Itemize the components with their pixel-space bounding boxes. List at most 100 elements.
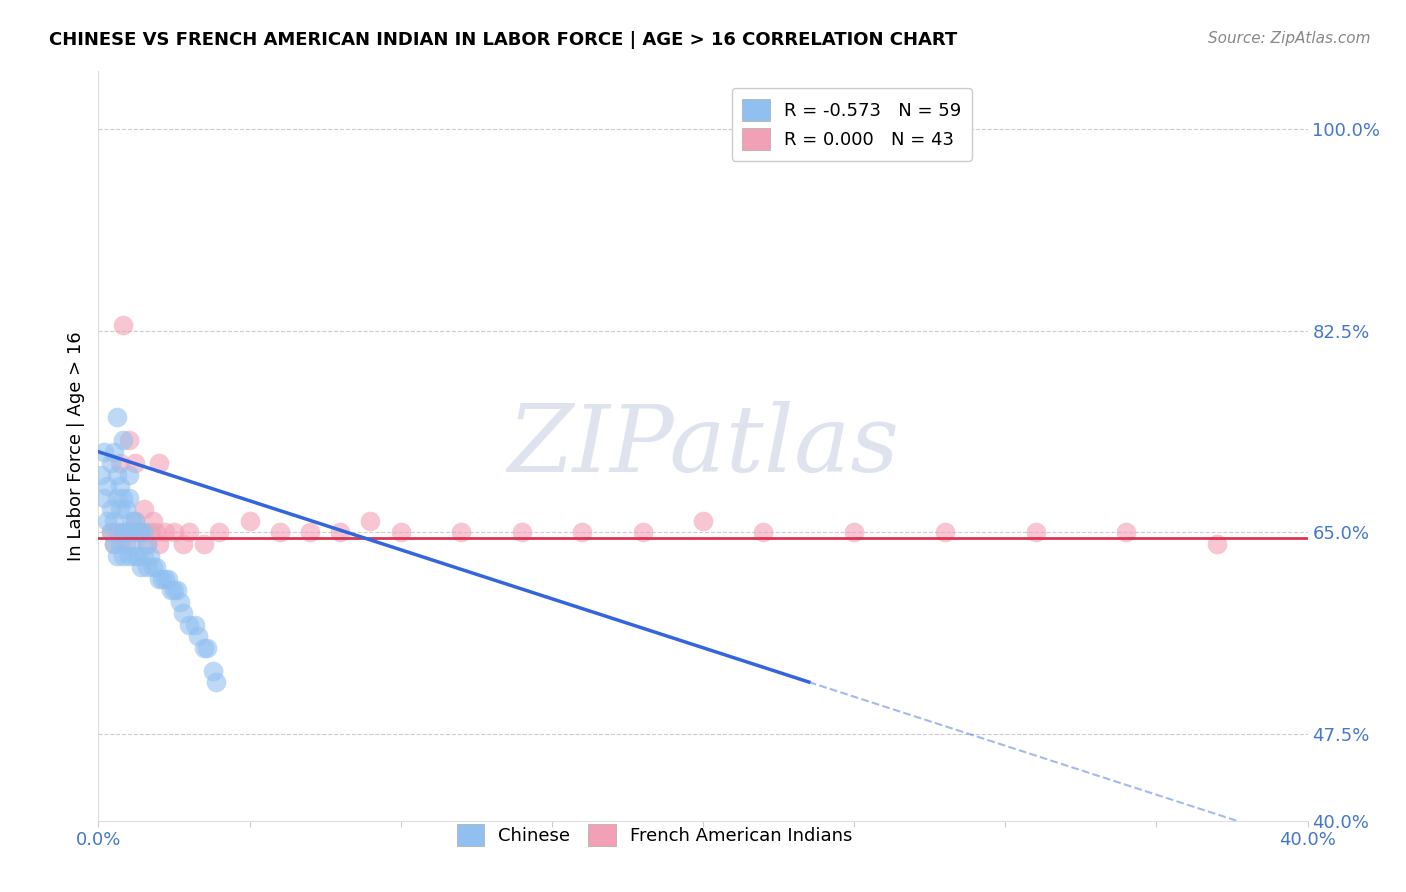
French American Indians [163, 525, 186, 540]
Chinese [93, 444, 115, 458]
Chinese [135, 560, 157, 574]
Chinese [148, 572, 170, 586]
Chinese [111, 549, 134, 563]
French American Indians [124, 456, 146, 470]
Chinese [142, 560, 165, 574]
French American Indians [1206, 537, 1229, 551]
French American Indians [692, 514, 714, 528]
French American Indians [139, 525, 162, 540]
French American Indians [100, 525, 122, 540]
French American Indians [193, 537, 215, 551]
Chinese [118, 467, 141, 482]
French American Indians [844, 525, 866, 540]
French American Indians [145, 525, 167, 540]
Text: ZIPatlas: ZIPatlas [508, 401, 898, 491]
French American Indians [172, 537, 194, 551]
Chinese [114, 525, 136, 540]
Chinese [111, 491, 134, 505]
French American Indians [329, 525, 352, 540]
Text: CHINESE VS FRENCH AMERICAN INDIAN IN LABOR FORCE | AGE > 16 CORRELATION CHART: CHINESE VS FRENCH AMERICAN INDIAN IN LAB… [49, 31, 957, 49]
Chinese [187, 629, 209, 643]
Chinese [169, 594, 191, 608]
French American Indians [142, 514, 165, 528]
French American Indians [118, 434, 141, 448]
Y-axis label: In Labor Force | Age > 16: In Labor Force | Age > 16 [66, 331, 84, 561]
Chinese [105, 491, 128, 505]
French American Indians [121, 525, 143, 540]
Chinese [202, 664, 225, 678]
French American Indians [105, 525, 128, 540]
French American Indians [127, 525, 149, 540]
French American Indians [360, 514, 382, 528]
Chinese [127, 525, 149, 540]
French American Indians [239, 514, 262, 528]
French American Indians [135, 537, 157, 551]
Legend: Chinese, French American Indians: Chinese, French American Indians [450, 816, 859, 853]
French American Indians [179, 525, 201, 540]
Chinese [135, 537, 157, 551]
French American Indians [148, 537, 170, 551]
Chinese [111, 525, 134, 540]
Chinese [124, 514, 146, 528]
French American Indians [111, 318, 134, 332]
Chinese [108, 502, 131, 516]
Chinese [160, 583, 183, 598]
Chinese [129, 560, 152, 574]
French American Indians [129, 525, 152, 540]
Chinese [103, 537, 125, 551]
French American Indians [269, 525, 291, 540]
French American Indians [153, 525, 176, 540]
Chinese [96, 479, 118, 493]
French American Indians [510, 525, 533, 540]
Chinese [100, 525, 122, 540]
Chinese [193, 640, 215, 655]
French American Indians [208, 525, 231, 540]
Chinese [139, 549, 162, 563]
Chinese [118, 525, 141, 540]
Chinese [127, 549, 149, 563]
Text: Source: ZipAtlas.com: Source: ZipAtlas.com [1208, 31, 1371, 46]
Chinese [93, 491, 115, 505]
French American Indians [631, 525, 654, 540]
Chinese [205, 675, 228, 690]
French American Indians [450, 525, 472, 540]
Chinese [172, 606, 194, 620]
Chinese [108, 479, 131, 493]
Chinese [108, 537, 131, 551]
Chinese [105, 467, 128, 482]
French American Indians [132, 502, 155, 516]
Chinese [132, 525, 155, 540]
Chinese [129, 525, 152, 540]
Chinese [132, 549, 155, 563]
Chinese [150, 572, 173, 586]
Chinese [166, 583, 188, 598]
French American Indians [571, 525, 593, 540]
Chinese [156, 572, 179, 586]
Chinese [90, 467, 112, 482]
French American Indians [108, 456, 131, 470]
Chinese [103, 514, 125, 528]
French American Indians [389, 525, 412, 540]
French American Indians [299, 525, 322, 540]
French American Indians [111, 525, 134, 540]
French American Indians [124, 514, 146, 528]
Chinese [111, 434, 134, 448]
Chinese [96, 514, 118, 528]
Chinese [179, 617, 201, 632]
Chinese [105, 549, 128, 563]
Chinese [121, 537, 143, 551]
Chinese [145, 560, 167, 574]
Chinese [118, 491, 141, 505]
French American Indians [1115, 525, 1137, 540]
Chinese [114, 502, 136, 516]
Chinese [195, 640, 218, 655]
Chinese [105, 410, 128, 425]
French American Indians [1024, 525, 1046, 540]
Chinese [100, 456, 122, 470]
French American Indians [752, 525, 775, 540]
Chinese [103, 444, 125, 458]
Chinese [163, 583, 186, 598]
French American Indians [148, 456, 170, 470]
Chinese [124, 549, 146, 563]
Chinese [153, 572, 176, 586]
